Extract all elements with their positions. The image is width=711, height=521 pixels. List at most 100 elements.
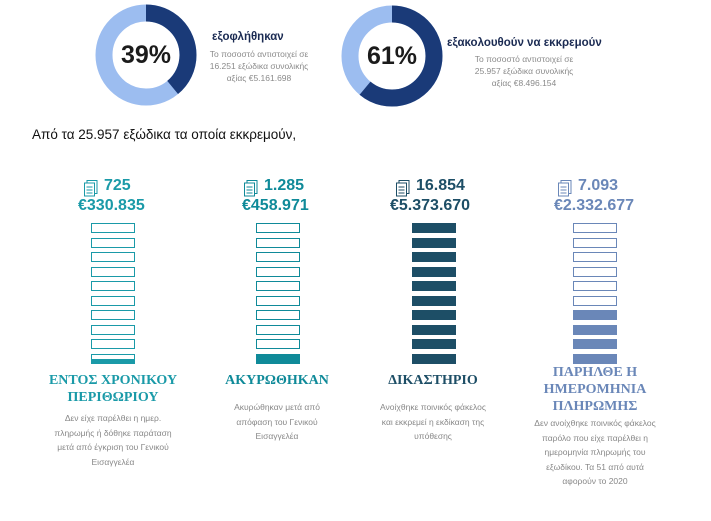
- donut-pending-percent: 61%: [366, 42, 418, 70]
- document-icon: [84, 180, 98, 197]
- column-description-line: μετά από έγκριση του Γενικού: [57, 442, 169, 452]
- column-count: 725: [104, 177, 131, 194]
- column-amount: €330.835: [78, 197, 145, 214]
- donut-pending-title: εξακολουθούν να εκκρεμούν: [447, 37, 602, 49]
- donut-pending-desc-line: αξίας €8.496.154: [491, 78, 557, 88]
- column-category-line: ΗΜΕΡΟΜΗΝΙΑ: [543, 382, 647, 397]
- donut-pending: 61%: [340, 4, 444, 108]
- column-category: ΔΙΚΑΣΤΗΡΙΟ: [358, 372, 508, 389]
- column-description: Δεν είχε παρέλθει η ημερ. πληρωμής ή δόθ…: [38, 411, 188, 469]
- bar-segment: [256, 266, 300, 277]
- bar-segment: [256, 295, 300, 306]
- column-amount: €2.332.677: [554, 197, 635, 214]
- column-amount: €458.971: [242, 197, 309, 214]
- bar-segment: [91, 353, 135, 364]
- column-description-line: πληρωμής ή δόθηκε παράταση: [54, 427, 172, 438]
- donut-pending-desc-line: 25.957 εξώδικα συνολικής: [474, 66, 574, 76]
- column-category-line: ΔΙΚΑΣΤΗΡΙΟ: [388, 373, 478, 388]
- bar-segment: [573, 295, 617, 306]
- bar-segment: [573, 353, 617, 364]
- column-description: Δεν ανοίχθηκε ποινικός φάκελος παρόλο πο…: [520, 416, 670, 489]
- bar-segment: [91, 310, 135, 320]
- bar-segment: [412, 295, 456, 306]
- bar-segment: [256, 281, 300, 291]
- donut-paid-desc-line: αξίας €5.161.698: [226, 73, 292, 83]
- donut-paid: 39%: [94, 3, 198, 107]
- column-description-line: και εκκρεμεί η εκδίκαση της: [381, 416, 485, 427]
- donut-pending-chart: [341, 5, 443, 107]
- bar-segment: [91, 237, 135, 248]
- column-description-line: Δεν ανοίχθηκε ποινικός φάκελος: [534, 418, 656, 428]
- bar-segment: [573, 252, 617, 262]
- column-description-line: εξωδίκου. Τα 51 από αυτά: [546, 461, 644, 472]
- bar-segment: [412, 237, 456, 248]
- bar-segment: [256, 237, 300, 248]
- column-category: ΑΚΥΡΩΘΗΚΑΝ: [202, 372, 352, 389]
- column-description-line: αφορούν το 2020: [562, 476, 628, 486]
- column-description-line: ημερομηνία πληρωμής του: [544, 447, 646, 457]
- column-description-line: υπόθεσης: [414, 431, 452, 441]
- bar-segment: [573, 266, 617, 277]
- donut-pending-filled: [341, 5, 443, 107]
- bar-segment: [412, 223, 456, 233]
- column-category-line: ΠΕΡΙΘΩΡΙΟΥ: [67, 390, 159, 405]
- donut-paid-filled: [95, 4, 197, 106]
- donut-paid-title: εξοφλήθηκαν: [212, 31, 284, 43]
- bar-segment: [412, 353, 456, 364]
- bar-segment: [256, 324, 300, 335]
- column-description-line: Εισαγγελέα: [91, 456, 135, 467]
- column-description-line: Ακυρώθηκαν μετά από: [234, 402, 320, 412]
- column-description: Ακυρώθηκαν μετά από απόφαση του Γενικού …: [202, 400, 352, 444]
- bar-segment: [91, 223, 135, 233]
- bar-segment: [412, 339, 456, 349]
- bar-segment: [412, 281, 456, 291]
- bar-segment: [256, 353, 300, 364]
- column-category-line: ΠΛΗΡΩΜΗΣ: [552, 399, 638, 414]
- intro-text: Από τα 25.957 εξώδικα τα οποία εκκρεμούν…: [32, 127, 297, 142]
- column-category-line: ΑΚΥΡΩΘΗΚΑΝ: [225, 373, 329, 388]
- column-description-line: απόφαση του Γενικού: [236, 416, 318, 427]
- column-count: 1.285: [264, 177, 305, 194]
- bar-segment: [91, 252, 135, 262]
- column-description: Ανοίχθηκε ποινικός φάκελος και εκκρεμεί …: [358, 400, 508, 444]
- document-icon: [558, 180, 572, 197]
- bar-segment: [412, 324, 456, 335]
- bar-segment: [412, 266, 456, 277]
- bar-segment: [256, 310, 300, 320]
- bar-segment: [573, 310, 617, 320]
- donut-paid-desc-line: 16.251 εξώδικα συνολικής: [209, 61, 309, 71]
- donut-pending-desc-line: Το ποσοστό αντιστοιχεί σε: [474, 54, 574, 64]
- bar-segment: [256, 339, 300, 349]
- column-description-line: Ανοίχθηκε ποινικός φάκελος: [380, 402, 486, 412]
- column-description-line: Εισαγγελέα: [255, 431, 299, 441]
- bar-segment: [573, 324, 617, 335]
- column-category-line: ΠΑΡΗΛΘΕ Η: [552, 365, 638, 380]
- bar-segment: [412, 252, 456, 262]
- bar-segment: [91, 281, 135, 291]
- donut-pending-desc: Το ποσοστό αντιστοιχεί σε 25.957 εξώδικα…: [459, 53, 589, 89]
- donut-paid-percent: 39%: [120, 41, 172, 69]
- donut-paid-desc: Το ποσοστό αντιστοιχεί σε 16.251 εξώδικα…: [196, 48, 322, 84]
- bar-segment: [573, 339, 617, 349]
- column-description-line: Δεν είχε παρέλθει η ημερ.: [64, 413, 162, 423]
- column-category: ΠΑΡΗΛΘΕ Η ΗΜΕΡΟΜΗΝΙΑ ΠΛΗΡΩΜΗΣ: [520, 364, 670, 415]
- bar-segment: [573, 223, 617, 233]
- bar-segment: [91, 324, 135, 335]
- bar-segment: [256, 223, 300, 233]
- bar-segment: [573, 281, 617, 291]
- column-category: ΕΝΤΟΣ ΧΡΟΝΙΚΟΥ ΠΕΡΙΘΩΡΙΟΥ: [38, 372, 188, 406]
- donut-paid-desc-line: Το ποσοστό αντιστοιχεί σε: [209, 49, 309, 59]
- bar-segment: [412, 310, 456, 320]
- column-count: 7.093: [578, 177, 619, 194]
- document-icon: [244, 180, 258, 197]
- bar-segment: [91, 295, 135, 306]
- document-icon: [396, 180, 410, 197]
- column-amount: €5.373.670: [390, 197, 471, 214]
- column-description-line: παρόλο που είχε παρέλθει η: [541, 432, 649, 443]
- donut-paid-chart: [95, 4, 197, 106]
- bar-segment: [256, 252, 300, 262]
- bar-segment: [91, 266, 135, 277]
- bar-segment: [91, 339, 135, 349]
- column-count: 16.854: [416, 177, 465, 194]
- column-category-line: ΕΝΤΟΣ ΧΡΟΝΙΚΟΥ: [48, 373, 178, 388]
